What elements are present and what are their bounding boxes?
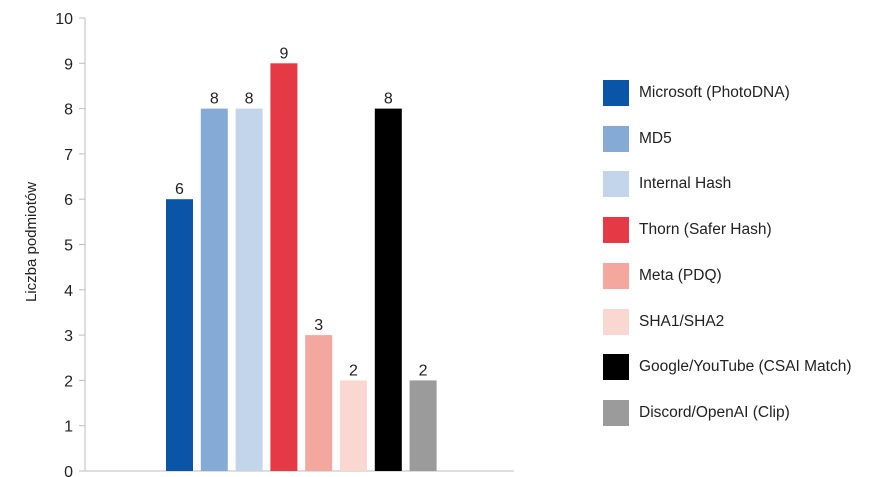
legend-item: Microsoft (PhotoDNA) — [603, 79, 790, 107]
bar-value-label: 2 — [349, 362, 358, 379]
legend-swatch — [603, 262, 629, 289]
y-tick-label: 4 — [64, 283, 73, 300]
bar-value-label: 2 — [419, 362, 428, 379]
y-tick-label: 8 — [64, 102, 73, 119]
y-tick-label: 7 — [64, 147, 73, 164]
legend-item: Internal Hash — [603, 170, 731, 198]
bar-value-label: 8 — [245, 91, 254, 108]
legend-item: Thorn (Safer Hash) — [603, 216, 772, 244]
legend-swatch — [603, 80, 629, 106]
bar-value-label: 8 — [384, 91, 393, 108]
y-tick-label: 5 — [64, 238, 73, 255]
bar — [374, 108, 402, 471]
y-tick-label: 6 — [64, 192, 73, 209]
y-tick-label: 9 — [64, 56, 73, 73]
legend-label: Internal Hash — [639, 175, 732, 193]
bar — [270, 63, 298, 472]
bar — [200, 108, 228, 471]
y-tick-label: 1 — [64, 419, 73, 436]
legend-item: Google/YouTube (CSAI Match) — [603, 353, 852, 381]
legend-label: MD5 — [639, 129, 672, 147]
legend-item: SHA1/SHA2 — [603, 308, 724, 336]
legend-label: Thorn (Safer Hash) — [639, 221, 772, 239]
y-tick-label: 0 — [64, 464, 73, 477]
value-labels: 6 8 8 9 3 2 8 2 — [175, 45, 428, 379]
legend-label: SHA1/SHA2 — [639, 312, 725, 330]
bar-value-label: 8 — [210, 91, 219, 108]
legend-label: Discord/OpenAI (Clip) — [639, 403, 790, 421]
legend-swatch — [603, 399, 629, 426]
bar-value-label: 9 — [279, 45, 288, 62]
legend-label: Microsoft (PhotoDNA) — [639, 84, 790, 101]
y-tick-label: 2 — [64, 373, 73, 390]
y-axis-label: Liczba podmiotów — [23, 182, 40, 302]
bar — [166, 199, 193, 471]
legend-label: Meta (PDQ) — [639, 266, 722, 284]
legend-swatch — [603, 125, 629, 152]
legend-swatch — [603, 217, 629, 244]
bar — [305, 335, 333, 471]
y-tick-label: 3 — [64, 328, 73, 345]
legend-item: Discord/OpenAI (Clip) — [603, 399, 790, 427]
y-tick-label: 10 — [55, 11, 73, 28]
bar — [235, 108, 263, 471]
bar-value-label: 3 — [314, 317, 323, 334]
legend-swatch — [603, 354, 629, 381]
legend-item: MD5 — [603, 125, 672, 153]
legend-item: Meta (PDQ) — [603, 262, 722, 290]
bars — [166, 63, 437, 472]
legend-swatch — [603, 171, 629, 198]
legend-swatch — [603, 308, 629, 335]
legend-label: Google/YouTube (CSAI Match) — [639, 358, 852, 376]
bar — [409, 380, 437, 471]
bar — [340, 380, 367, 471]
y-axis: 0 1 2 3 4 5 6 7 8 9 10 — [55, 11, 86, 477]
bar-value-label: 6 — [175, 181, 184, 198]
